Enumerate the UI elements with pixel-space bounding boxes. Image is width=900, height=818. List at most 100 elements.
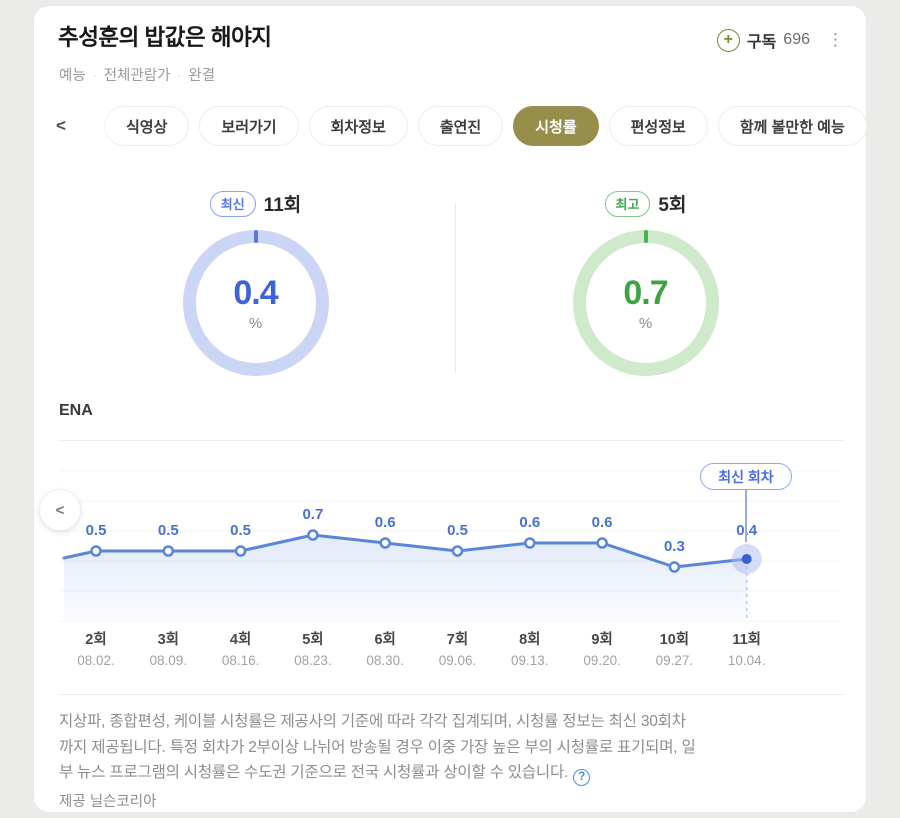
help-icon[interactable]: ? <box>573 769 591 787</box>
meta-status: 완결 <box>188 68 216 84</box>
stats-divider <box>455 203 456 373</box>
plus-icon[interactable]: + <box>716 28 740 52</box>
latest-donut-chart: 0.4 % <box>182 230 329 376</box>
donut-tick <box>253 230 258 243</box>
divider <box>58 694 844 695</box>
episode-label: 2회 <box>85 632 107 648</box>
show-info-card: 추성훈의 밥값은 해야지 예능 · 전체관람가 · 완결 + 구독 696 ⋮ … <box>33 5 867 813</box>
subscribe-area: + 구독 696 ⋮ <box>716 28 844 52</box>
page-title: 추성훈의 밥값은 해야지 <box>58 25 272 50</box>
best-badge: 최고 <box>604 190 651 217</box>
episode-label: 5회 <box>302 632 324 648</box>
data-point[interactable] <box>379 537 391 549</box>
point-value-label: 0.5 <box>230 522 251 539</box>
x-axis-label: 10회 09.27. <box>634 628 714 668</box>
best-rating-unit: % <box>638 315 653 332</box>
best-donut-chart: 0.7 % <box>572 230 719 376</box>
x-axis-label: 9회 09.20. <box>562 628 642 668</box>
tab-출연진[interactable]: 출연진 <box>417 106 504 146</box>
meta-genre: 예능 <box>59 68 86 84</box>
date-label: 09.27. <box>655 653 694 668</box>
x-axis-label: 4회 08.16. <box>201 628 281 668</box>
ratings-summary: 최신 11회 0.4 % 최고 5회 0.7 % <box>34 190 868 390</box>
x-axis-label: 5회 08.23. <box>273 628 353 668</box>
date-label: 08.02. <box>77 653 115 668</box>
data-point[interactable] <box>668 561 681 573</box>
tab-시청률[interactable]: 시청률 <box>513 106 599 146</box>
episode-label: 10회 <box>659 632 690 648</box>
episode-label: 7회 <box>446 632 469 648</box>
date-label: 09.06. <box>438 653 477 668</box>
latest-data-point[interactable] <box>741 554 752 564</box>
chart-x-axis: 2회 08.02. 3회 08.09. 4회 08.16. 5회 08.23. 6회 08.30.… <box>34 628 868 676</box>
point-value-label: 0.4 <box>736 522 758 539</box>
data-point[interactable] <box>234 545 247 557</box>
latest-episode-badge: 최신 회차 <box>700 463 792 490</box>
data-point[interactable] <box>596 537 608 549</box>
tabs-scroll-left-icon[interactable]: < <box>56 116 66 135</box>
latest-rating-value: 0.4 <box>233 274 278 312</box>
tab-편성정보[interactable]: 편성정보 <box>608 106 708 146</box>
x-axis-label: 7회 09.06. <box>418 628 498 668</box>
date-label: 09.13. <box>511 653 549 668</box>
divider <box>58 440 844 441</box>
tab-함께 볼만한 예능[interactable]: 함께 볼만한 예능 <box>717 106 867 146</box>
data-point[interactable] <box>307 529 319 541</box>
meta-separator: · <box>177 67 182 82</box>
disclaimer-line: 까지 제공됩니다. 특정 회차가 2부이상 나뉘어 방송될 경우 이중 가장 높… <box>59 738 696 756</box>
point-value-label: 0.6 <box>375 514 396 531</box>
best-rating-value: 0.7 <box>623 274 668 312</box>
date-label: 08.16. <box>221 653 260 668</box>
tab-회차정보[interactable]: 회차정보 <box>308 106 408 146</box>
episode-label: 6회 <box>374 632 396 648</box>
date-label: 10.04. <box>727 653 766 668</box>
ratings-disclaimer: 지상파, 종합편성, 케이블 시청률은 제공사의 기준에 따라 각각 집계되며,… <box>59 709 854 787</box>
subscribe-button[interactable]: 구독 <box>746 34 777 51</box>
disclaimer-line: 지상파, 종합편성, 케이블 시청률은 제공사의 기준에 따라 각각 집계되며,… <box>59 713 686 730</box>
data-provider: 제공 닐슨코리아 <box>59 794 157 810</box>
latest-episode: 11회 <box>263 195 302 216</box>
date-label: 08.30. <box>366 653 404 668</box>
data-point[interactable] <box>90 545 102 557</box>
meta-rating: 전체관람가 <box>103 68 171 84</box>
meta-separator: · <box>92 67 97 82</box>
episode-label: 8회 <box>519 632 541 648</box>
episode-label: 4회 <box>229 632 252 648</box>
tab-보러가기[interactable]: 보러가기 <box>199 106 299 146</box>
x-axis-label: 3회 08.09. <box>128 628 208 668</box>
latest-rating-unit: % <box>248 315 263 332</box>
tab-식영상[interactable]: 식영상 <box>104 106 190 146</box>
episode-label: 3회 <box>157 632 179 648</box>
point-value-label: 0.3 <box>664 538 685 555</box>
point-value-label: 0.7 <box>302 506 323 523</box>
point-value-label: 0.6 <box>519 514 540 531</box>
channel-label: ENA <box>59 402 93 419</box>
more-menu-icon[interactable]: ⋮ <box>827 30 844 49</box>
date-label: 08.23. <box>294 653 332 668</box>
latest-episode-connector <box>745 490 747 542</box>
x-axis-label: 6회 08.30. <box>345 628 425 668</box>
episode-label: 9회 <box>591 632 613 648</box>
show-meta: 예능 · 전체관람가 · 완결 <box>59 64 215 85</box>
data-point[interactable] <box>162 545 175 557</box>
disclaimer-line: 부 뉴스 프로그램의 시청률은 수도권 기준으로 전국 시청률과 상이할 수 있… <box>59 760 854 787</box>
latest-rating-stat: 최신 11회 0.4 % <box>34 190 451 390</box>
area-fill <box>64 535 747 621</box>
ratings-line-chart: 0.5 0.5 0.5 0.7 0.6 0.5 0.6 0.6 0.3 0.4 <box>60 470 840 622</box>
date-label: 09.20. <box>583 653 621 668</box>
date-label: 08.09. <box>149 653 188 668</box>
latest-badge: 최신 <box>209 190 256 217</box>
chart-prev-button[interactable]: < <box>39 489 81 531</box>
point-value-label: 0.5 <box>158 522 179 539</box>
point-value-label: 0.5 <box>447 522 468 539</box>
best-episode: 5회 <box>658 195 687 216</box>
donut-tick <box>643 230 648 243</box>
best-rating-stat: 최고 5회 0.7 % <box>451 190 868 390</box>
tab-row: 식영상 보러가기 회차정보 출연진 시청률 편성정보 함께 볼만한 예능 <box>34 106 868 146</box>
x-axis-label: 8회 09.13. <box>490 628 570 668</box>
data-point[interactable] <box>451 545 464 557</box>
x-axis-label: 2회 08.02. <box>56 628 136 668</box>
episode-label: 11회 <box>732 632 762 648</box>
data-point[interactable] <box>524 537 536 549</box>
point-value-label: 0.5 <box>86 522 107 539</box>
